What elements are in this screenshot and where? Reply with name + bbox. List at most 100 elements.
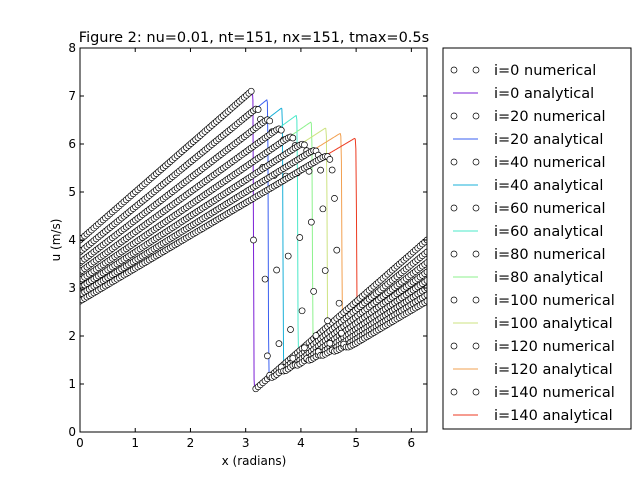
- numerical-marker-140: [338, 329, 345, 337]
- legend-marker: [450, 204, 458, 212]
- legend-marker: [450, 250, 458, 258]
- legend-item-numerical-0: i=0 numerical: [450, 63, 596, 79]
- numerical-marker-140: [328, 166, 336, 174]
- numerical-marker-0: [250, 236, 257, 244]
- numerical-marker-120: [317, 166, 324, 174]
- legend-marker: [472, 250, 480, 258]
- y-axis-label: u (m/s): [49, 219, 63, 262]
- x-axis-ticks: 0 1 2 3 4 5 6: [76, 48, 415, 450]
- legend-item-analytical-20: i=20 analytical: [453, 132, 603, 148]
- y-tick-label: 4: [68, 233, 76, 247]
- legend-item-analytical-80: i=80 analytical: [453, 270, 603, 286]
- legend-label: i=60 analytical: [494, 224, 603, 240]
- legend-marker: [450, 388, 458, 396]
- numerical-marker-40: [273, 266, 280, 274]
- legend-marker: [450, 66, 458, 74]
- numerical-marker-100: [301, 141, 308, 149]
- legend-item-analytical-0: i=0 analytical: [453, 86, 594, 102]
- legend-label: i=120 numerical: [494, 339, 615, 355]
- legend-label: i=0 analytical: [494, 86, 594, 102]
- x-tick-label: 2: [187, 436, 195, 450]
- legend-marker: [472, 112, 480, 120]
- numerical-marker-120: [324, 317, 331, 325]
- numerical-marker-60: [289, 354, 297, 362]
- numerical-marker-80: [301, 344, 308, 352]
- legend-item-numerical-80: i=80 numerical: [450, 247, 606, 263]
- legend-label: i=40 analytical: [494, 178, 603, 194]
- numerical-marker-20: [254, 106, 262, 113]
- legend-item-analytical-140: i=140 analytical: [453, 408, 613, 424]
- legend-label: i=0 numerical: [494, 63, 596, 79]
- numerical-marker-100: [307, 218, 315, 226]
- legend-items: i=0 numerical i=0 analytical i=20 numerica…: [450, 63, 615, 424]
- legend: i=0 numerical i=0 analytical i=20 numerica…: [442, 47, 632, 430]
- legend-item-numerical-40: i=40 numerical: [450, 155, 606, 171]
- numerical-marker-120: [321, 267, 329, 274]
- legend-label: i=100 analytical: [494, 316, 613, 332]
- legend-item-numerical-120: i=120 numerical: [450, 339, 615, 355]
- y-tick-label: 7: [68, 89, 76, 103]
- numerical-marker-80: [423, 277, 427, 284]
- numerical-marker-140: [331, 195, 338, 202]
- x-tick-label: 5: [352, 436, 360, 450]
- legend-label: i=20 analytical: [494, 132, 603, 148]
- numerical-marker-80: [296, 234, 304, 241]
- numerical-marker-80: [298, 307, 306, 315]
- legend-label: i=80 numerical: [494, 247, 606, 263]
- legend-item-numerical-20: i=20 numerical: [450, 109, 606, 125]
- legend-marker: [450, 296, 458, 304]
- numerical-marker-80: [289, 134, 297, 142]
- plot-area: 0 1 2 3 4 5 6 0 1 2 3 4 5 6 7 8: [68, 41, 428, 450]
- numerical-marker-140: [326, 156, 334, 163]
- x-tick-label: 1: [131, 436, 139, 450]
- numerical-marker-40: [275, 340, 283, 347]
- y-tick-label: 3: [68, 281, 76, 295]
- legend-item-numerical-140: i=140 numerical: [450, 385, 615, 401]
- numerical-marker-140: [335, 299, 343, 307]
- legend-marker: [472, 158, 480, 166]
- legend-label: i=60 numerical: [494, 201, 606, 217]
- legend-frame: [442, 47, 632, 430]
- legend-label: i=40 numerical: [494, 155, 606, 171]
- numerical-marker-100: [312, 332, 320, 339]
- numerical-marker-140: [423, 297, 427, 305]
- y-tick-label: 5: [68, 185, 76, 199]
- numerical-marker-60: [284, 252, 292, 260]
- x-tick-label: 6: [408, 436, 416, 450]
- legend-item-analytical-100: i=100 analytical: [453, 316, 613, 332]
- x-tick-label: 4: [297, 436, 305, 450]
- legend-label: i=80 analytical: [494, 270, 603, 286]
- y-tick-label: 1: [68, 377, 76, 391]
- legend-label: i=20 numerical: [494, 109, 606, 125]
- numerical-marker-60: [277, 126, 285, 134]
- numerical-marker-140: [333, 246, 341, 254]
- legend-item-analytical-40: i=40 analytical: [453, 178, 603, 194]
- numerical-marker-120: [423, 291, 427, 299]
- legend-item-numerical-60: i=60 numerical: [450, 201, 606, 217]
- numerical-marker-120: [326, 339, 334, 347]
- numerical-marker-100: [310, 287, 317, 295]
- legend-label: i=140 analytical: [494, 408, 613, 424]
- x-tick-label: 0: [76, 436, 84, 450]
- legend-item-analytical-60: i=60 analytical: [453, 224, 603, 240]
- numerical-marker-120: [319, 205, 327, 213]
- legend-marker: [450, 342, 458, 350]
- x-tick-label: 3: [242, 436, 250, 450]
- legend-label: i=100 numerical: [494, 293, 615, 309]
- legend-item-analytical-120: i=120 analytical: [453, 362, 613, 378]
- legend-marker: [450, 158, 458, 166]
- legend-marker: [472, 66, 480, 74]
- legend-marker: [472, 204, 480, 212]
- y-tick-label: 6: [68, 137, 76, 151]
- y-tick-label: 0: [68, 425, 76, 439]
- numerical-marker-60: [423, 268, 427, 276]
- numerical-marker-20: [264, 352, 271, 360]
- legend-marker: [472, 342, 480, 350]
- numerical-marker-20: [261, 275, 269, 283]
- numerical-marker-40: [423, 259, 427, 266]
- numerical-marker-20: [423, 248, 427, 256]
- numerical-markers: [80, 87, 427, 393]
- legend-label: i=140 numerical: [494, 385, 615, 401]
- y-axis-ticks: 0 1 2 3 4 5 6 7 8: [68, 41, 427, 439]
